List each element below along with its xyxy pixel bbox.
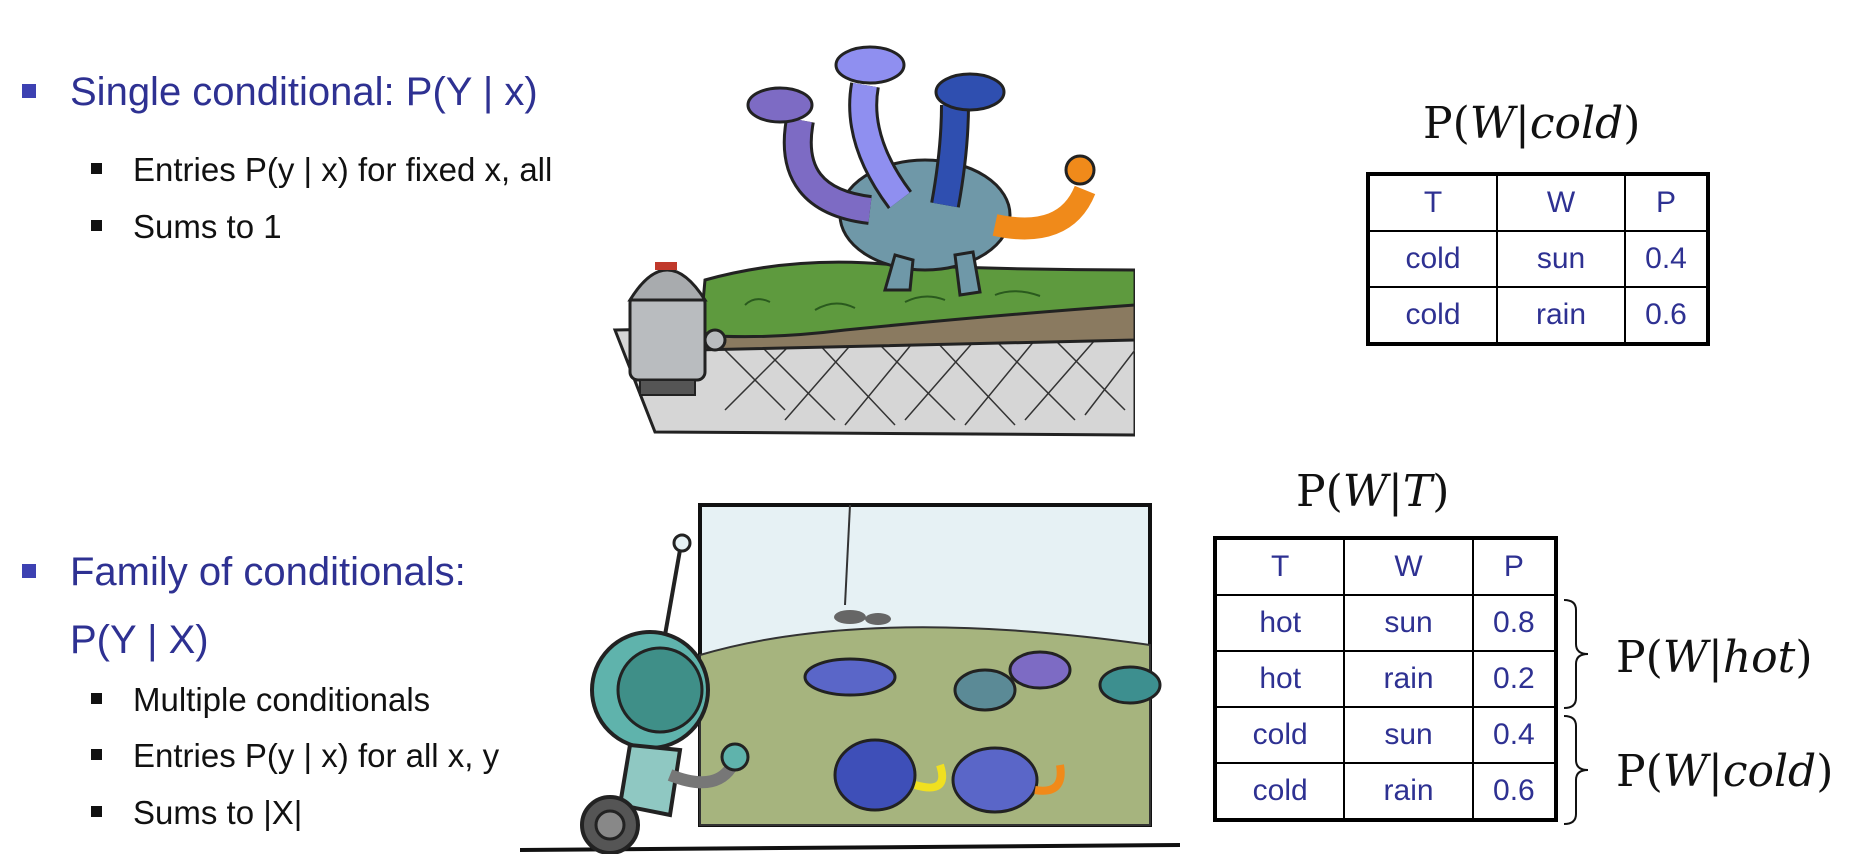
table-row: cold rain 0.6 [1367, 286, 1709, 345]
table-row: cold rain 0.6 [1213, 762, 1558, 821]
section2-heading-line2: P(Y | X) [70, 618, 209, 662]
section2-bullet-2: Entries P(y | x) for all x, y [91, 739, 499, 772]
table-cell: cold [1213, 706, 1346, 764]
table-cell: rain [1496, 286, 1626, 345]
table-row: cold sun 0.4 [1213, 706, 1558, 764]
table-header: P [1624, 173, 1709, 232]
section1-bullet-1: Entries P(y | x) for fixed x, all [91, 153, 552, 186]
bullet-marker [91, 693, 102, 704]
table-cell: 0.2 [1471, 650, 1558, 708]
table-header: T [1367, 173, 1498, 232]
bullet-marker [91, 806, 102, 817]
section2-bullet-3: Sums to |X| [91, 796, 302, 829]
dragons-in-field-illustration [520, 503, 1180, 854]
section2-heading: Family of conditionals: [22, 552, 466, 592]
table-cell: sun [1343, 706, 1474, 764]
robot-looking-illustration [580, 533, 750, 854]
bullet-marker [91, 163, 102, 174]
table-cell: rain [1343, 650, 1474, 708]
table1-label: P(W|cold) [1423, 98, 1641, 149]
table1: T W P cold sun 0.4 cold rain 0.6 [1366, 172, 1710, 346]
table-cell: 0.4 [1471, 706, 1558, 764]
bullet-marker [22, 84, 36, 98]
brace-hot [1563, 599, 1589, 709]
section2-bullet-1: Multiple conditionals [91, 683, 430, 716]
table-cell: sun [1496, 230, 1626, 288]
bullet-marker [91, 749, 102, 760]
brace-label-hot: P(W|hot) [1616, 632, 1813, 683]
table-row: hot sun 0.8 [1213, 594, 1558, 652]
table-cell: cold [1367, 286, 1498, 345]
three-headed-dragon-illustration [612, 45, 1135, 437]
table-header-row: T W P [1213, 537, 1558, 596]
bullet-marker [91, 220, 102, 231]
table-cell: 0.6 [1624, 286, 1709, 345]
table-header: W [1343, 537, 1474, 596]
table-cell: hot [1213, 650, 1346, 708]
table-cell: 0.8 [1471, 594, 1558, 652]
table-cell: cold [1367, 230, 1498, 288]
table-header: T [1213, 537, 1346, 596]
table-row: hot rain 0.2 [1213, 650, 1558, 708]
table-cell: sun [1343, 594, 1474, 652]
bullet-marker [22, 564, 36, 578]
table-cell: cold [1213, 762, 1346, 821]
section1-heading: Single conditional: P(Y | x) [22, 72, 538, 112]
table-header: W [1496, 173, 1626, 232]
table-row: cold sun 0.4 [1367, 230, 1709, 288]
table-cell: rain [1343, 762, 1474, 821]
table-cell: 0.6 [1471, 762, 1558, 821]
table2-label: P(W|T) [1296, 466, 1450, 517]
table2: T W P hot sun 0.8 hot rain 0.2 cold sun … [1213, 536, 1558, 822]
table-cell: 0.4 [1624, 230, 1709, 288]
brace-cold [1563, 715, 1589, 825]
table-cell: hot [1213, 594, 1346, 652]
table-header: P [1471, 537, 1558, 596]
table-header-row: T W P [1367, 173, 1709, 232]
brace-label-cold: P(W|cold) [1616, 746, 1834, 797]
section1-bullet-2: Sums to 1 [91, 210, 282, 243]
